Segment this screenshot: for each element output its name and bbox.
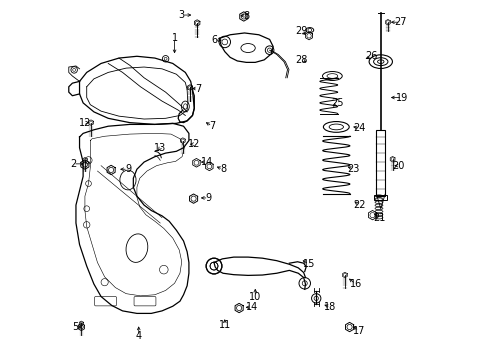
Text: 5: 5 (72, 322, 78, 332)
Text: 13: 13 (154, 143, 166, 153)
Text: 9: 9 (124, 164, 131, 174)
Text: 9: 9 (205, 193, 211, 203)
Text: 23: 23 (347, 164, 359, 174)
Text: 25: 25 (331, 98, 343, 108)
Text: 19: 19 (395, 93, 407, 103)
Text: 10: 10 (248, 292, 261, 302)
Text: 1: 1 (171, 33, 177, 43)
Text: 18: 18 (324, 302, 336, 312)
Text: 3: 3 (178, 10, 184, 20)
Text: 8: 8 (243, 11, 249, 21)
Text: 2: 2 (70, 159, 76, 169)
Text: 8: 8 (220, 164, 225, 174)
Text: 4: 4 (135, 331, 142, 341)
Text: 7: 7 (209, 121, 215, 131)
Text: 22: 22 (352, 200, 365, 210)
Text: 6: 6 (210, 35, 217, 45)
Text: 29: 29 (294, 26, 307, 36)
Text: 12: 12 (79, 118, 91, 128)
Text: 27: 27 (393, 17, 406, 27)
Text: 14: 14 (245, 302, 257, 312)
Text: 26: 26 (365, 51, 377, 61)
Text: 14: 14 (200, 157, 213, 167)
Text: 7: 7 (194, 84, 201, 94)
Text: 16: 16 (349, 279, 361, 289)
Bar (375, 130, 385, 196)
Text: 17: 17 (352, 325, 365, 336)
Text: 28: 28 (295, 55, 307, 65)
Text: 20: 20 (392, 161, 404, 171)
Text: 24: 24 (352, 123, 365, 133)
Text: 11: 11 (218, 320, 230, 330)
Bar (373, 195, 386, 200)
Text: 21: 21 (372, 213, 385, 222)
Text: 15: 15 (302, 259, 315, 269)
Text: 12: 12 (188, 139, 200, 149)
